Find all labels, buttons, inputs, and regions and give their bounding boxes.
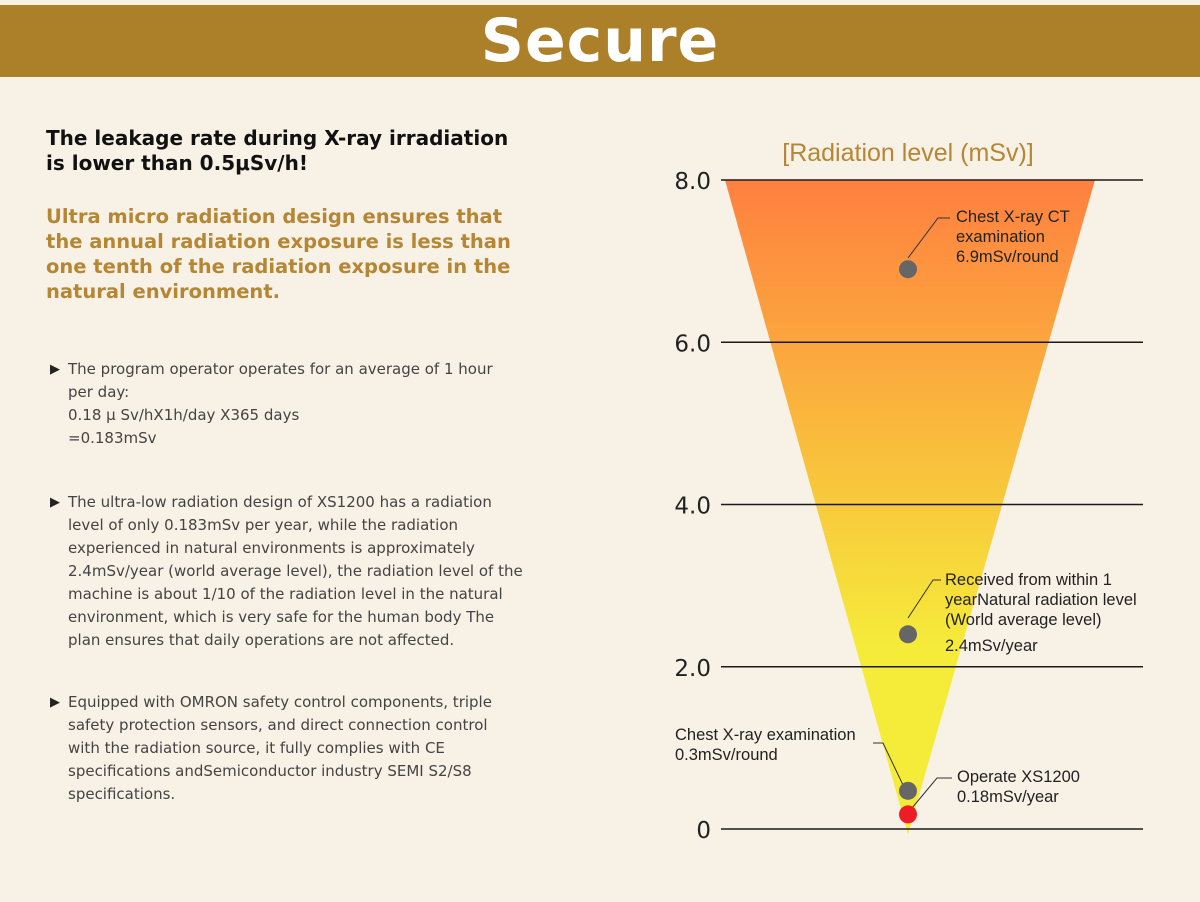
data-label: examination [956, 228, 1045, 246]
y-tick-label: 2.0 [674, 656, 711, 682]
bullet-text: The program operator operates for an ave… [68, 360, 493, 447]
data-point [899, 260, 917, 279]
annotation-leader [907, 217, 950, 259]
bullet-text: Equipped with OMRON safety control compo… [68, 693, 492, 803]
data-label: 6.9mSv/round [956, 248, 1059, 266]
bullet-arrow-icon: ▶ [50, 495, 60, 510]
data-label: Chest X-ray CT [956, 208, 1070, 226]
bullet-arrow-icon: ▶ [50, 695, 60, 710]
y-tick-label: 8.0 [674, 169, 711, 195]
intro-section: The leakage rate during X-ray irradiatio… [46, 126, 526, 304]
y-tick-label: 6.0 [674, 331, 711, 357]
data-point [899, 625, 917, 644]
data-label: Operate XS1200 [957, 768, 1080, 786]
bullet-arrow-icon: ▶ [50, 362, 60, 377]
y-tick-label: 4.0 [674, 494, 711, 520]
bullet-text: The ultra-low radiation design of XS1200… [68, 493, 523, 649]
page-title: Secure [480, 6, 720, 76]
design-statement: Ultra micro radiation design ensures tha… [46, 205, 511, 303]
data-label: Received from within 1 [945, 571, 1112, 589]
bullet-operation-time: ▶ The program operator operates for an a… [50, 358, 520, 450]
data-label: (World average level) [945, 611, 1102, 629]
chart-title: [Radiation level (mSv)] [782, 139, 1033, 167]
leakage-statement: The leakage rate during X-ray irradiatio… [46, 126, 509, 175]
data-label: 0.3mSv/round [675, 746, 778, 764]
data-label: yearNatural radiation level [945, 591, 1137, 609]
bullet-safety-components: ▶ Equipped with OMRON safety control com… [50, 691, 500, 806]
data-label: 0.18mSv/year [957, 788, 1059, 806]
annotation-leader [873, 742, 904, 786]
data-label: Chest X-ray examination [675, 726, 856, 744]
bullet-low-radiation: ▶ The ultra-low radiation design of XS12… [50, 491, 525, 652]
annotation-leader [911, 777, 952, 809]
annotation-leader [907, 579, 941, 619]
data-label: 2.4mSv/year [945, 637, 1038, 655]
radiation-cone [725, 180, 1095, 834]
data-point [899, 781, 917, 800]
highlight-point [899, 805, 917, 824]
title-banner: Secure [0, 5, 1200, 77]
y-tick-label: 0 [696, 818, 711, 844]
